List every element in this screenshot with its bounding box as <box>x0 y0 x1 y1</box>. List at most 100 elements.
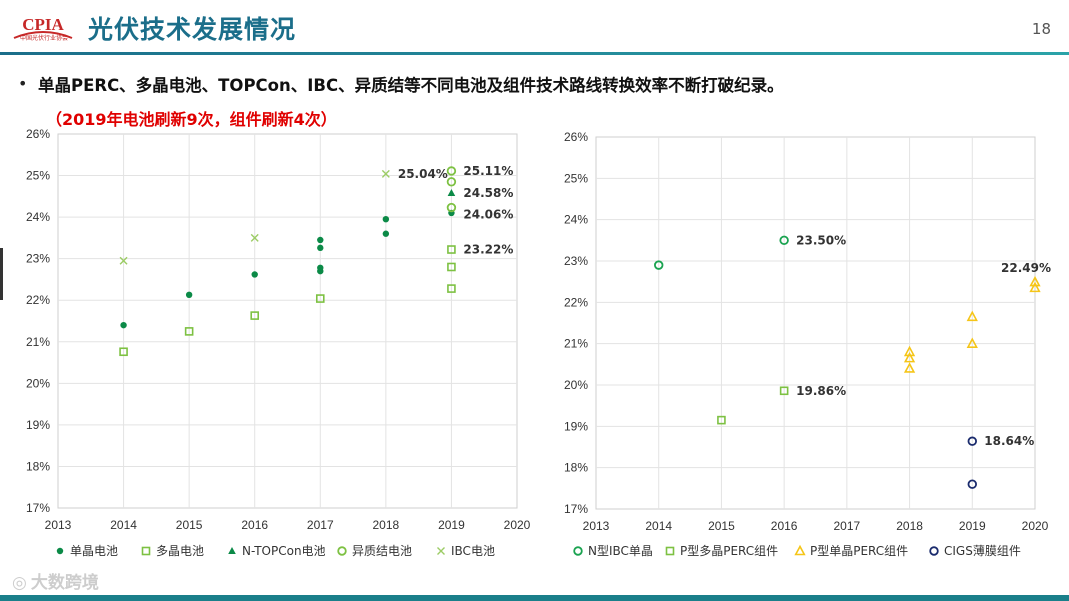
chart-1-data-point <box>317 264 324 272</box>
left-edge-marker <box>0 248 3 300</box>
chart-1-data-point <box>447 284 456 293</box>
chart-1-legend-marker <box>437 547 445 555</box>
chart-1-data-point <box>317 244 324 252</box>
chart-2-legend-marker <box>573 546 583 556</box>
chart-1-data-point <box>446 166 457 176</box>
chart-2-y-tick-label: 19% <box>564 419 588 433</box>
chart-1-data-label: 24.58% <box>463 186 513 200</box>
header-divider <box>0 52 1069 55</box>
chart-2-y-tick-label: 23% <box>564 254 588 268</box>
bullet-text: 单晶PERC、多晶电池、TOPCon、IBC、异质结等不同电池及组件技术路线转换… <box>38 76 784 95</box>
chart-1-data-point <box>315 294 325 303</box>
chart-2-data-label: 18.64% <box>984 434 1034 448</box>
chart-2-data-point <box>903 345 916 357</box>
chart-1-y-tick-label: 25% <box>26 169 50 183</box>
chart-2-x-tick-label: 2013 <box>583 519 610 533</box>
chart-2-plot-frame <box>595 136 1036 510</box>
chart-2-x-tick-label: 2017 <box>834 519 861 533</box>
chart-1-data-label: 25.11% <box>463 164 513 178</box>
chart-2-y-tick-label: 17% <box>564 502 588 516</box>
chart-1-legend-label: N-TOPCon电池 <box>242 544 326 558</box>
chart-1-y-tick-label: 20% <box>26 376 50 390</box>
footer-bar <box>0 595 1069 601</box>
chart-1-data-point <box>447 245 456 254</box>
chart-2-data-label: 22.49% <box>1001 261 1051 275</box>
chart-2-data-point <box>779 235 789 246</box>
slide-header: CPIA 中国光伏行业协会 光伏技术发展情况 18 <box>0 0 1069 56</box>
page-title: 光伏技术发展情况 <box>88 15 297 44</box>
chart-2-data-point <box>903 362 916 373</box>
chart-2-data-point <box>903 351 916 363</box>
chart-1-data-point <box>447 189 456 197</box>
chart-1-x-tick-label: 2013 <box>45 518 72 532</box>
chart-1-legend-label: 多晶电池 <box>156 544 204 558</box>
chart-1-y-tick-label: 19% <box>26 418 50 432</box>
chart-1-data-point <box>184 327 194 336</box>
chart-1-data-point <box>447 262 456 272</box>
chart-1-data-point <box>119 256 128 265</box>
chart-1-legend-label: 异质结电池 <box>352 544 412 558</box>
chart-1-data-label: 24.06% <box>463 208 513 222</box>
chart-2-x-tick-label: 2014 <box>645 519 672 533</box>
page-number: 18 <box>1031 20 1051 38</box>
chart-1-data-point <box>446 177 457 187</box>
chart-1-data-point <box>185 291 193 299</box>
chart-2-x-tick-label: 2020 <box>1022 519 1049 533</box>
watermark-text: 大数跨境 <box>30 573 99 593</box>
cpia-logo: CPIA <box>8 8 78 48</box>
bullet-icon: • <box>18 74 28 93</box>
chart-2-data-point <box>1029 281 1041 293</box>
chart-1-x-tick-label: 2019 <box>438 518 465 532</box>
chart-1-y-tick-label: 23% <box>26 252 50 266</box>
chart-1-y-tick-label: 21% <box>26 335 50 349</box>
chart-2-data-point <box>654 260 664 270</box>
chart-2-y-tick-label: 26% <box>564 130 588 144</box>
chart-1-x-tick-label: 2018 <box>373 518 400 532</box>
chart-1-y-tick-label: 24% <box>26 210 50 224</box>
chart-1-y-tick-label: 26% <box>26 127 50 141</box>
chart-2-data-point <box>967 436 977 446</box>
chart-2-x-tick-label: 2016 <box>771 519 798 533</box>
chart-2-legend-marker <box>665 546 675 556</box>
logo-subtitle: 中国光伏行业协会 <box>19 35 68 42</box>
chart-1-data-point <box>251 271 258 278</box>
chart-2-x-tick-label: 2019 <box>959 519 986 533</box>
chart-2-data-point <box>966 337 978 348</box>
chart-1-x-tick-label: 2020 <box>504 518 531 532</box>
chart-2-legend-marker <box>929 546 939 556</box>
chart-1-x-tick-label: 2017 <box>307 518 334 532</box>
chart-1-legend-label: 单晶电池 <box>70 544 118 558</box>
chart-1-data-point <box>250 233 259 242</box>
chart-2-data-label: 23.50% <box>796 233 846 247</box>
chart-1-data-label: 25.04% <box>398 167 448 181</box>
chart-1-plot-frame <box>57 133 518 509</box>
chart-2-legend-label: N型IBC单晶 <box>588 544 653 558</box>
chart-1-y-tick-label: 22% <box>26 293 50 307</box>
chart-2-x-tick-label: 2015 <box>708 519 735 533</box>
chart-2-x-tick-label: 2018 <box>896 519 923 533</box>
chart-1-legend-marker <box>337 546 347 556</box>
chart-1-x-tick-label: 2015 <box>176 518 203 532</box>
chart-1-data-point <box>120 321 127 329</box>
chart-1-data-point <box>317 236 324 244</box>
chart-2-y-tick-label: 18% <box>564 461 588 475</box>
chart-2-data-label: 19.86% <box>796 384 846 398</box>
chart-2-legend-label: P型单晶PERC组件 <box>810 544 908 558</box>
watermark-icon: ◎ <box>12 573 27 593</box>
record-note: （2019年电池刷新9次，组件刷新4次） <box>46 110 337 129</box>
chart-1-y-tick-label: 18% <box>26 459 50 473</box>
chart-1-legend-marker <box>228 547 236 554</box>
chart-2-y-tick-label: 25% <box>564 171 588 185</box>
chart-2-legend-label: P型多晶PERC组件 <box>680 544 778 558</box>
chart-2-legend-marker <box>794 544 806 556</box>
chart-2-data-point <box>1029 275 1041 287</box>
watermark: ◎ 大数跨境 <box>12 568 99 593</box>
chart-2-y-tick-label: 21% <box>564 337 588 351</box>
chart-2-legend-label: CIGS薄膜组件 <box>944 543 1021 558</box>
chart-2-y-tick-label: 20% <box>564 378 588 392</box>
chart-1-x-tick-label: 2016 <box>241 518 268 532</box>
chart-1-data-point <box>382 215 390 223</box>
chart-1-data-point <box>446 202 457 213</box>
chart-2-data-point <box>717 415 726 425</box>
